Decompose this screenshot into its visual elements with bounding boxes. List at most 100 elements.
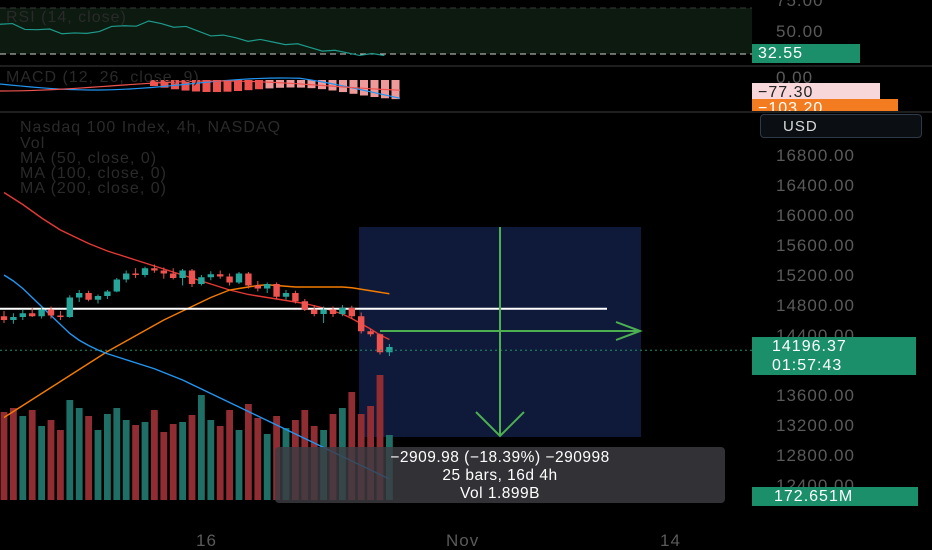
volume-bar: [207, 420, 215, 500]
candle-body: [123, 273, 130, 280]
countdown-timer: 01:57:43: [772, 357, 843, 374]
ma200-legend: MA (200, close, 0): [20, 180, 167, 197]
macd-histogram-bar: [160, 80, 169, 88]
candle-body: [367, 331, 374, 335]
volume-value-tag: 172.651M: [752, 487, 918, 506]
candle-body: [198, 277, 205, 284]
candle-body: [264, 284, 271, 289]
macd-signal-line: [0, 80, 401, 92]
volume-bar: [235, 430, 243, 500]
macd-histogram-bar: [202, 80, 211, 92]
volume-bar: [141, 422, 149, 500]
volume-bar: [75, 408, 83, 500]
macd-histogram-bar: [213, 80, 221, 93]
volume-bar: [226, 410, 233, 500]
macd-histogram-bar: [223, 80, 232, 92]
price-tick-label: 16400.00: [776, 176, 855, 195]
macd-histogram-bar: [171, 80, 179, 90]
volume-bar: [376, 375, 384, 500]
price-tick-label: 14800.00: [776, 296, 855, 315]
candle-body: [29, 313, 36, 317]
candle-body: [348, 308, 355, 317]
candle-body: [66, 297, 73, 317]
measure-bars-text: 25 bars, 16d 4h: [442, 467, 558, 484]
candle-body: [141, 268, 149, 275]
candle-body: [235, 273, 243, 283]
macd-histogram-bar: [265, 80, 274, 89]
macd-histogram-bar: [328, 80, 337, 91]
volume-bar: [113, 408, 121, 500]
candle-body: [320, 309, 327, 314]
time-tick-label: 14: [660, 531, 681, 550]
candle-body: [151, 268, 158, 271]
volume-bar: [169, 424, 177, 500]
macd-legend: MACD (12, 26, close, 9): [6, 69, 200, 86]
current-price-value: 14196.37: [772, 338, 847, 355]
macd-histogram-bar: [349, 80, 358, 94]
candle-body: [358, 316, 365, 332]
volume-bar: [254, 418, 262, 500]
candle-body: [57, 315, 64, 317]
volume-bar: [104, 414, 111, 500]
candle-body: [376, 334, 384, 353]
candle-body: [38, 309, 45, 317]
time-tick-label: 16: [196, 531, 217, 550]
macd-histogram-bar: [192, 80, 200, 92]
macd-top-tick: 0.00: [776, 68, 813, 87]
candle-body: [10, 317, 17, 320]
macd-histogram-bar: [234, 80, 242, 92]
volume-bar: [47, 420, 55, 500]
currency-button[interactable]: USD: [760, 114, 922, 138]
candle-body: [94, 296, 102, 300]
candle-body: [245, 273, 252, 286]
rsi-top-tick: 75.00: [776, 0, 824, 10]
candle-body: [386, 347, 393, 353]
rsi-pane: RSI (14, close) 75.00 50.00: [0, 0, 824, 57]
macd-histogram-bar: [244, 80, 253, 91]
rsi-legend: RSI (14, close): [6, 9, 127, 26]
volume-bar: [132, 425, 139, 500]
macd-histogram-bar: [181, 80, 190, 91]
candle-body: [226, 276, 233, 283]
candle-body: [188, 270, 196, 284]
current-price-tag: 14196.37 01:57:43: [752, 337, 916, 375]
candle-body: [217, 274, 224, 277]
measure-info-box: −2909.98 (−18.39%) −290998 25 bars, 16d …: [275, 447, 725, 503]
candle-body: [76, 293, 83, 298]
candle-body: [254, 285, 261, 289]
price-tick-label: 16000.00: [776, 206, 855, 225]
volume-bar: [10, 408, 17, 500]
macd-histogram-bar: [307, 80, 316, 89]
measure-down-arrowhead: [475, 411, 525, 438]
macd-histogram-bar: [276, 80, 284, 88]
candle-body: [104, 291, 111, 296]
vol-legend: Vol: [20, 135, 45, 152]
volume-bar: [19, 416, 27, 500]
macd-value-tag-2: −103.20: [752, 99, 898, 111]
measure-right-arrowhead: [615, 321, 643, 341]
volume-bar: [122, 420, 130, 500]
candle-body: [160, 270, 167, 274]
ma100-line: [3, 284, 390, 419]
candle-body: [113, 279, 120, 292]
candle-body: [207, 274, 214, 278]
price-tick-label: 13600.00: [776, 386, 855, 405]
candle-body: [0, 316, 8, 320]
candle-body: [273, 284, 280, 297]
volume-bar: [198, 395, 205, 500]
rsi-value-tag: 32.55: [752, 44, 860, 63]
volume-bar: [245, 404, 252, 500]
candle-body: [47, 309, 55, 316]
candle-body: [311, 309, 318, 314]
macd-histogram-bar: [318, 80, 326, 90]
volume-bar: [66, 400, 74, 500]
volume-bar: [160, 432, 168, 500]
volume-bar: [179, 422, 186, 500]
candle-body: [282, 293, 290, 297]
ma50-line: [3, 191, 390, 341]
measure-change-text: −2909.98 (−18.39%) −290998: [390, 449, 610, 466]
candle-body: [339, 308, 346, 314]
macd-value-tag-1: −77.30: [752, 83, 880, 102]
ma50-legend: MA (50, close, 0): [20, 150, 157, 167]
volume-bar: [188, 415, 196, 500]
